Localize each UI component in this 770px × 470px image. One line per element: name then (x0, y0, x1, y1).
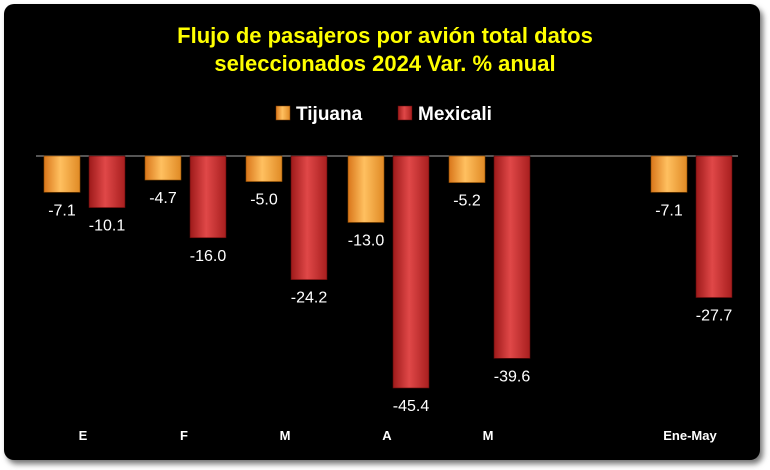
value-label-tijuana-2: -5.0 (250, 192, 278, 209)
category-label-2: M (280, 428, 291, 443)
bar-tijuana-3 (347, 155, 385, 223)
bar-mexicali-4 (493, 155, 531, 359)
value-label-tijuana-4: -5.2 (453, 193, 481, 210)
value-label-tijuana-0: -7.1 (48, 202, 76, 219)
bar-mexicali-5 (695, 155, 733, 298)
chart-title: Flujo de pasajeros por avión total datos… (0, 22, 770, 78)
category-label-5: Ene-May (663, 428, 717, 443)
category-label-3: A (382, 428, 392, 443)
value-label-mexicali-4: -39.6 (494, 368, 531, 385)
chart-background (4, 4, 760, 460)
legend: Tijuana Mexicali (275, 104, 492, 125)
value-label-mexicali-2: -24.2 (291, 290, 328, 307)
legend-label-tijuana: Tijuana (296, 104, 363, 125)
category-label-0: E (79, 428, 88, 443)
bar-tijuana-2 (245, 155, 283, 182)
value-label-mexicali-3: -45.4 (393, 398, 430, 415)
value-label-mexicali-1: -16.0 (190, 248, 227, 265)
value-label-tijuana-5: -7.1 (655, 202, 683, 219)
bar-tijuana-0 (43, 155, 81, 193)
bar-mexicali-0 (88, 155, 126, 208)
category-label-4: M (483, 428, 494, 443)
bars: -7.1 -4.7 -5.0 -13.0 -5.2 -7.1 -10.1 -16.0 -24.2… (43, 155, 733, 443)
bar-tijuana-1 (144, 155, 182, 181)
value-label-tijuana-1: -4.7 (149, 190, 177, 207)
chart-title-line-2: seleccionados 2024 Var. % anual (214, 51, 556, 76)
bar-mexicali-2 (290, 155, 328, 280)
category-label-1: F (180, 428, 188, 443)
value-label-mexicali-5: -27.7 (696, 308, 733, 325)
legend-swatch-tijuana (275, 105, 291, 121)
bar-mexicali-1 (189, 155, 227, 239)
value-label-tijuana-3: -13.0 (348, 232, 385, 249)
bar-tijuana-4 (448, 155, 486, 183)
legend-label-mexicali: Mexicali (418, 104, 492, 125)
bar-tijuana-5 (650, 155, 688, 193)
value-label-mexicali-0: -10.1 (89, 218, 126, 235)
bar-mexicali-3 (392, 155, 430, 389)
legend-swatch-mexicali (397, 105, 413, 121)
chart-title-line-1: Flujo de pasajeros por avión total datos (177, 23, 593, 48)
